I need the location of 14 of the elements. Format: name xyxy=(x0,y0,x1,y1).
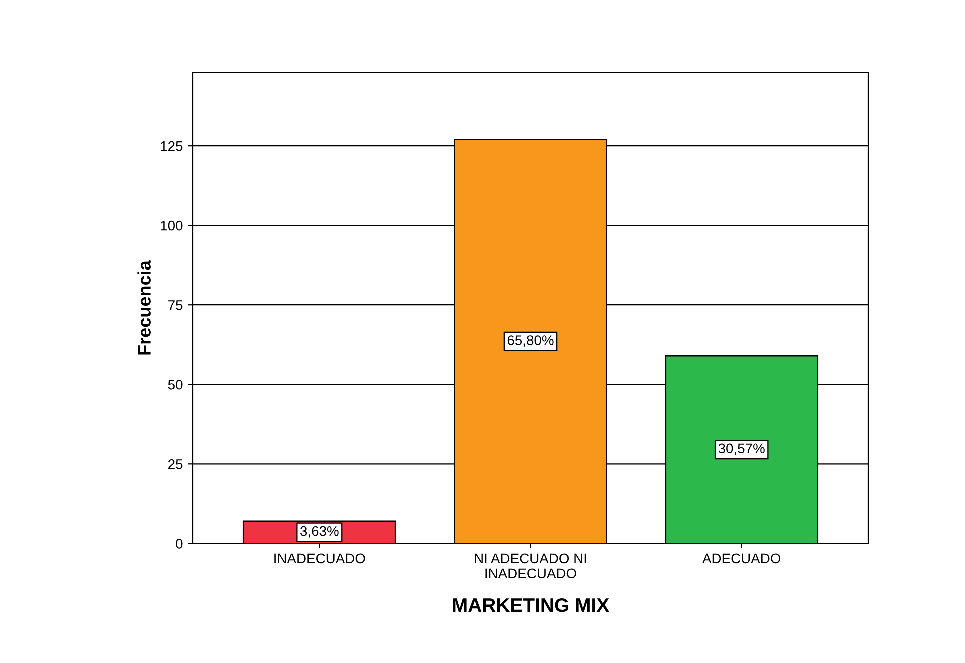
x-tick-label: NI ADECUADO NI INADECUADO xyxy=(475,554,586,579)
y-axis-title: Frecuencia xyxy=(138,260,151,355)
y-tick-label: 0 xyxy=(176,538,183,549)
x-tick-label: ADECUADO xyxy=(702,554,781,564)
y-tick-label: 75 xyxy=(168,300,183,310)
annotation: 3,63% xyxy=(300,526,339,538)
x-tick-label: INADECUADO xyxy=(274,554,366,564)
y-tick-label: 25 xyxy=(168,459,183,470)
annotation: 65,80% xyxy=(508,336,554,348)
y-tick-label: 100 xyxy=(161,220,183,231)
y-tick-label: 125 xyxy=(161,141,183,152)
x-axis-title: MARKETING MIX xyxy=(453,598,610,612)
y-tick-label: 50 xyxy=(168,380,183,390)
annotation: 30,57% xyxy=(718,444,765,456)
